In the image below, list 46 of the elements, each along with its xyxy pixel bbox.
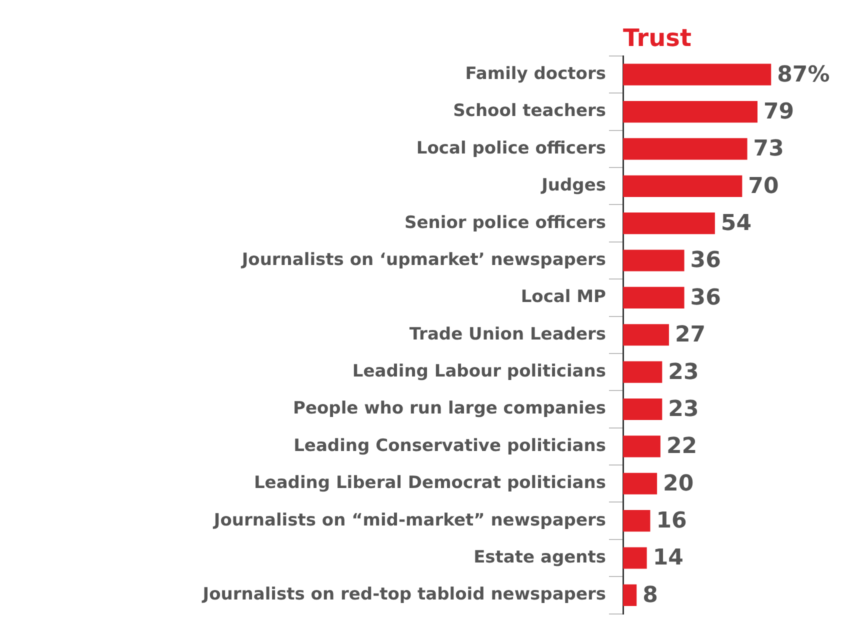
data-label: 70 <box>748 174 779 199</box>
data-label: 79 <box>764 100 794 124</box>
y-tick-label: Trade Union Leaders <box>409 324 606 344</box>
y-tick-label: Journalists on ‘upmarket’ newspapers <box>240 250 606 270</box>
bar <box>623 584 637 606</box>
bar <box>623 398 662 420</box>
data-label: 23 <box>668 396 699 422</box>
y-tick-label: Senior police officers <box>404 212 606 233</box>
data-label: 20 <box>663 471 694 496</box>
y-tick-label: Journalists on “mid-market” newspapers <box>212 510 606 530</box>
y-tick-label: People who run large companies <box>292 398 606 419</box>
y-tick-label: Estate agents <box>474 547 606 568</box>
bar <box>623 250 684 272</box>
y-tick-label: School teachers <box>453 101 606 122</box>
bar <box>623 286 684 308</box>
data-label: 23 <box>668 360 699 385</box>
y-tick-label: Leading Conservative politicians <box>294 436 606 456</box>
data-label: 14 <box>652 546 684 571</box>
bar <box>623 547 647 569</box>
data-label: 87% <box>777 62 830 88</box>
chart-title: Trust <box>623 24 692 52</box>
data-label: 27 <box>674 322 706 348</box>
data-label: 54 <box>720 211 752 236</box>
bar <box>623 472 658 494</box>
data-label: 36 <box>690 285 721 310</box>
bar <box>623 436 660 458</box>
y-tick-label: Leading Liberal Democrat politicians <box>254 473 606 494</box>
data-label: 8 <box>642 582 658 608</box>
bar <box>623 324 669 346</box>
data-label: 22 <box>666 434 698 460</box>
data-label: 36 <box>690 248 721 274</box>
y-tick-label: Journalists on red-top tabloid newspapers <box>202 584 606 605</box>
data-label: 73 <box>753 136 784 162</box>
y-tick-label: Local police officers <box>416 138 606 158</box>
bar <box>623 100 758 123</box>
bar <box>623 175 742 197</box>
y-tick-label: Family doctors <box>465 64 606 84</box>
bar <box>623 510 650 532</box>
y-tick-label: Judges <box>540 176 606 196</box>
bar <box>623 64 772 86</box>
bar <box>623 212 715 234</box>
data-label: 16 <box>656 508 687 534</box>
bar <box>623 361 662 383</box>
y-tick-label: Local MP <box>520 287 606 308</box>
bar <box>623 138 748 160</box>
y-tick-label: Leading Labour politicians <box>352 362 606 382</box>
